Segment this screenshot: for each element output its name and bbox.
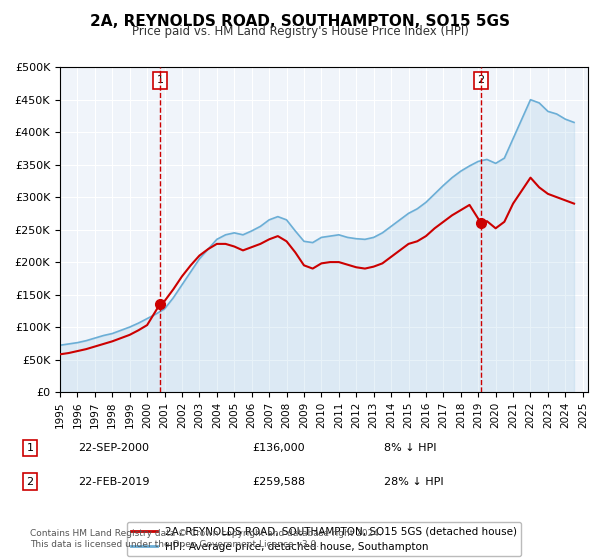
Text: £259,588: £259,588 — [252, 477, 305, 487]
Text: 2A, REYNOLDS ROAD, SOUTHAMPTON, SO15 5GS: 2A, REYNOLDS ROAD, SOUTHAMPTON, SO15 5GS — [90, 14, 510, 29]
Text: Price paid vs. HM Land Registry's House Price Index (HPI): Price paid vs. HM Land Registry's House … — [131, 25, 469, 38]
Text: 2: 2 — [26, 477, 34, 487]
Text: 8% ↓ HPI: 8% ↓ HPI — [384, 443, 437, 453]
Text: 2: 2 — [478, 75, 485, 85]
Text: 1: 1 — [157, 75, 164, 85]
Text: Contains HM Land Registry data © Crown copyright and database right 2024.
This d: Contains HM Land Registry data © Crown c… — [30, 529, 382, 549]
Text: 22-FEB-2019: 22-FEB-2019 — [78, 477, 149, 487]
Legend: 2A, REYNOLDS ROAD, SOUTHAMPTON, SO15 5GS (detached house), HPI: Average price, d: 2A, REYNOLDS ROAD, SOUTHAMPTON, SO15 5GS… — [127, 522, 521, 556]
Text: £136,000: £136,000 — [252, 443, 305, 453]
Text: 28% ↓ HPI: 28% ↓ HPI — [384, 477, 443, 487]
Text: 1: 1 — [26, 443, 34, 453]
Text: 22-SEP-2000: 22-SEP-2000 — [78, 443, 149, 453]
